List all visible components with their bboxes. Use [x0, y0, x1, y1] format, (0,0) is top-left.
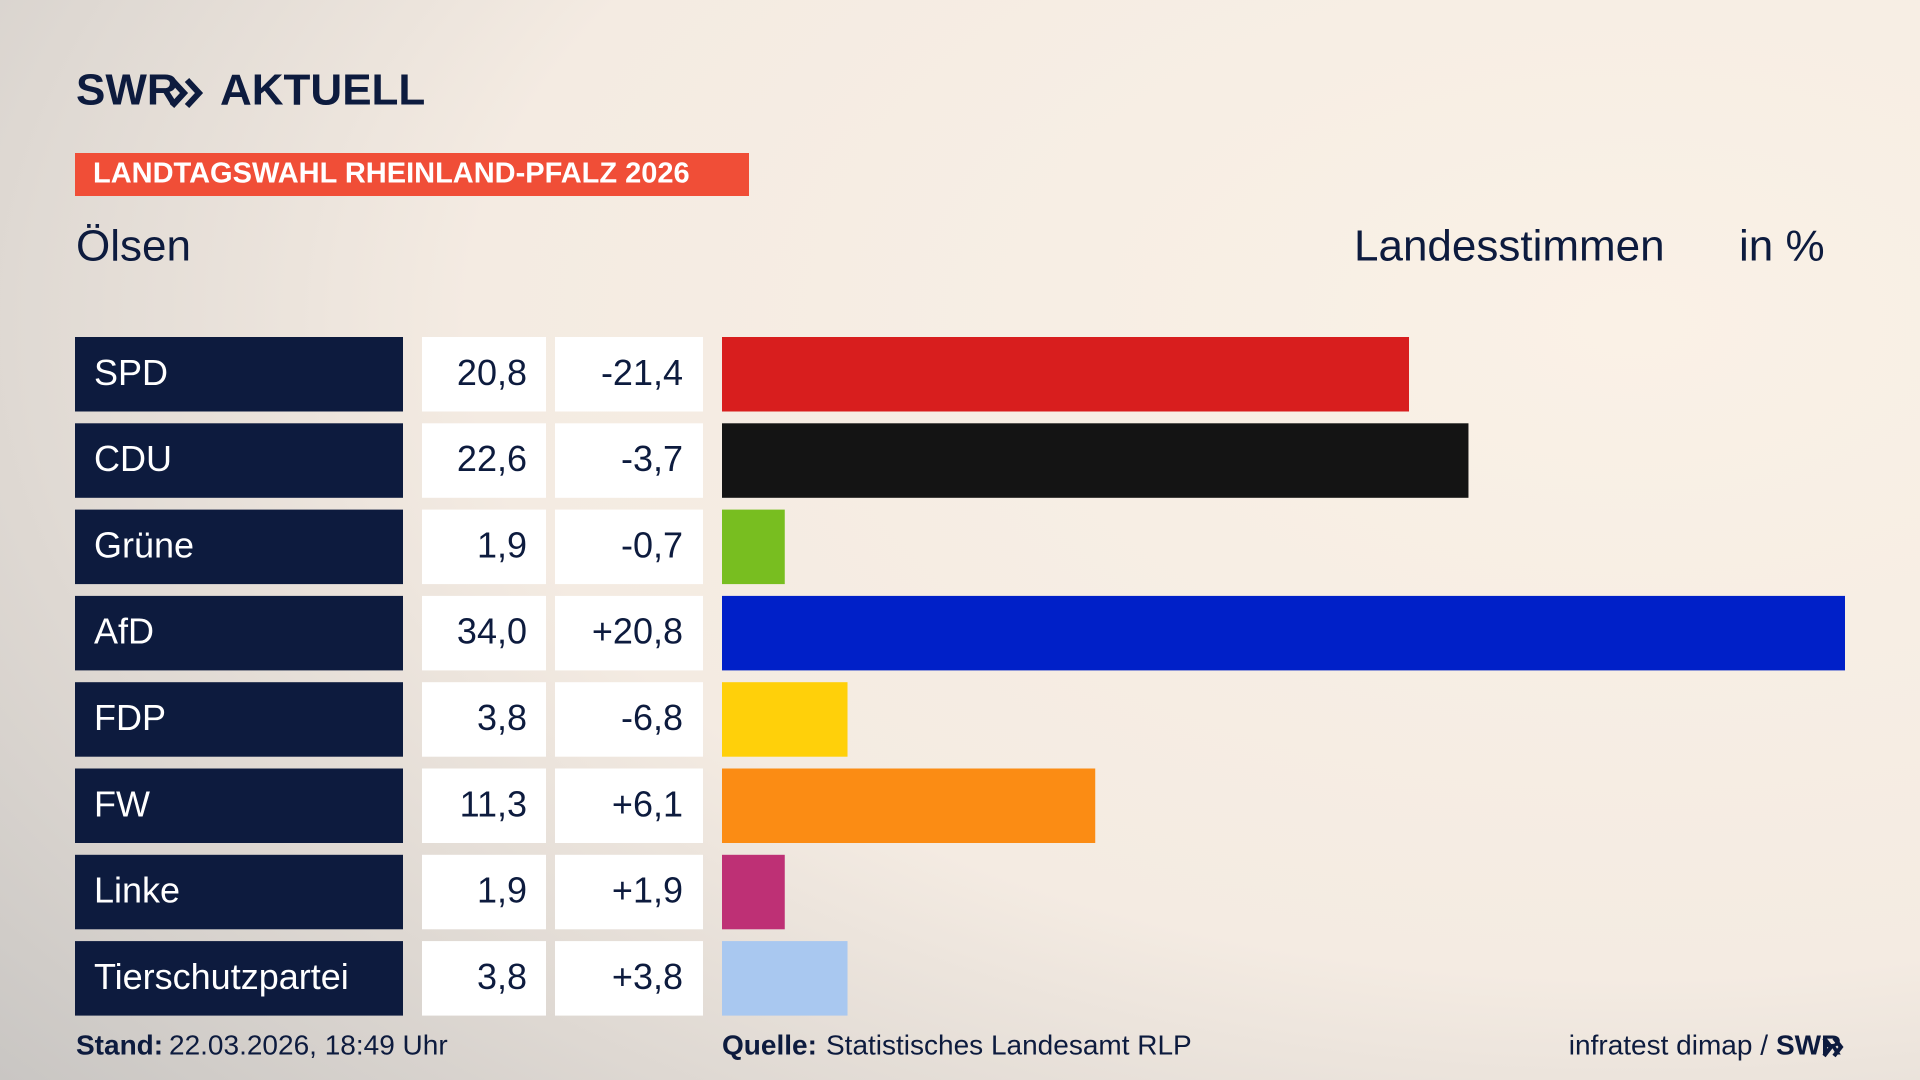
change-box	[555, 768, 703, 843]
value-label: 3,8	[477, 697, 527, 738]
change-label: -21,4	[601, 352, 683, 393]
value-label: 22,6	[457, 438, 527, 479]
banner	[75, 153, 749, 196]
stand: 22.03.2026, 18:49 Uhr	[169, 1029, 448, 1060]
change-box	[555, 509, 703, 585]
value-box	[422, 941, 546, 1016]
bar	[722, 509, 785, 585]
change-box	[555, 337, 703, 412]
value-label: 3,8	[477, 956, 527, 997]
change-box	[555, 423, 703, 498]
party-box	[75, 509, 403, 585]
value-box	[422, 423, 546, 498]
source: Statistisches Landesamt RLP	[826, 1029, 1192, 1060]
value-box	[422, 768, 546, 843]
party-box	[75, 854, 403, 930]
change-box	[555, 682, 703, 757]
value-label: 11,3	[460, 783, 527, 824]
party-label: Linke	[94, 870, 180, 911]
value-label: Landesstimmen	[1354, 222, 1665, 271]
party-label: AfD	[94, 611, 154, 652]
change-label: +6,1	[612, 783, 683, 824]
change-label: +20,8	[592, 611, 683, 652]
bar	[722, 337, 1410, 412]
change-label: -0,7	[621, 524, 683, 565]
party-label: Grüne	[94, 524, 194, 565]
chart-title: Ölsen	[76, 222, 191, 271]
change-box	[555, 595, 703, 671]
footer: Stand: 22.03.2026, 18:49 Uhr Quelle: Sta…	[76, 1029, 1841, 1060]
party-box	[75, 941, 403, 1016]
party-label: FDP	[94, 697, 166, 738]
change-box	[555, 941, 703, 1016]
value-label: 20,8	[457, 352, 527, 393]
party-label: Tierschutzpartei	[94, 956, 349, 997]
value-label: 1,9	[477, 524, 527, 565]
bar	[722, 768, 1096, 843]
unit-label: in %	[1739, 222, 1825, 271]
credit: infratest dimap /	[1569, 1029, 1768, 1060]
bar	[722, 854, 785, 930]
party-box	[75, 337, 403, 412]
party-label: FW	[94, 783, 150, 824]
change-label: -6,8	[621, 697, 683, 738]
value-box	[422, 854, 546, 930]
value-box	[422, 509, 546, 585]
change-label: +1,9	[612, 870, 683, 911]
party-box	[75, 423, 403, 498]
bar	[722, 682, 848, 757]
party-label: CDU	[94, 438, 172, 479]
change-label: +3,8	[612, 956, 683, 997]
change-label: -3,7	[621, 438, 683, 479]
value-label: 1,9	[477, 870, 527, 911]
party-label: SPD	[94, 352, 168, 393]
value-label: 34,0	[457, 611, 527, 652]
logo: SWR	[76, 66, 179, 115]
party-box	[75, 595, 403, 671]
value-box	[422, 337, 546, 412]
bar	[722, 595, 1845, 671]
logo-suffix: AKTUELL	[220, 66, 425, 115]
banner-text: LANDTAGSWAHL RHEINLAND-PFALZ 2026	[93, 158, 690, 190]
value-box	[422, 595, 546, 671]
source-label: Quelle:	[722, 1029, 817, 1060]
logo-chevrons	[169, 77, 204, 109]
value-box	[422, 682, 546, 757]
change-box	[555, 854, 703, 930]
credit-chevrons	[1822, 1036, 1844, 1058]
party-box	[75, 682, 403, 757]
bar	[722, 941, 848, 1016]
bar	[722, 423, 1469, 498]
party-box	[75, 768, 403, 843]
stand-label: Stand:	[76, 1029, 163, 1060]
